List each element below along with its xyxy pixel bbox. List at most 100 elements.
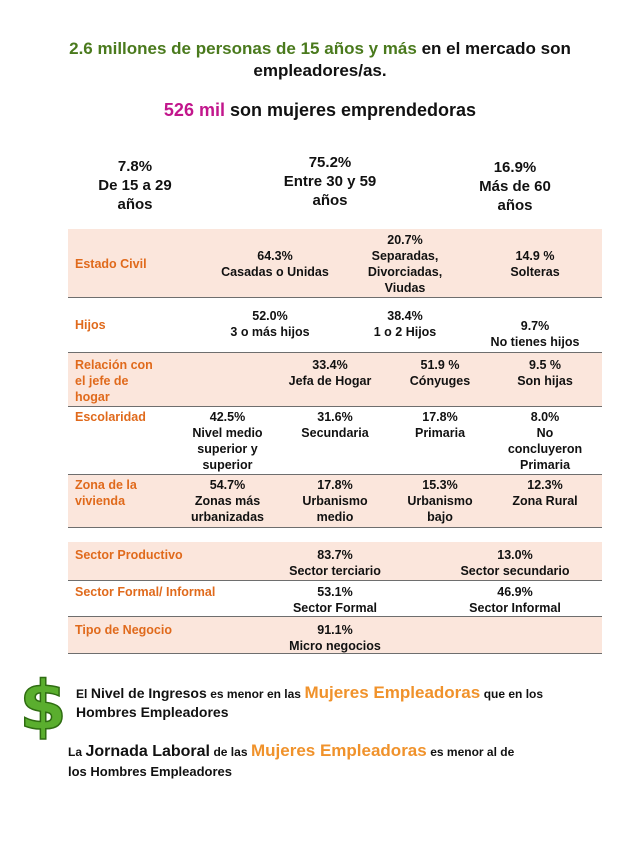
cell-1-2-hijos: 38.4% 1 o 2 Hijos bbox=[350, 308, 460, 340]
cell-text: Sector secundario bbox=[460, 564, 570, 578]
cell-sector-formal: 53.1% Sector Formal bbox=[265, 584, 405, 616]
age-label: años bbox=[497, 197, 533, 214]
cell-conyuges: 51.9 % Cónyuges bbox=[390, 357, 490, 389]
cell-text: Viudas bbox=[384, 281, 426, 295]
cell-text: No tienes hijos bbox=[490, 335, 580, 349]
cell-text: No bbox=[536, 426, 554, 440]
row-label-sector-formal: Sector Formal/ Informal bbox=[75, 585, 216, 599]
cell-zonas-urbanizadas: 54.7% Zonas más urbanizadas bbox=[170, 477, 285, 525]
cell-text: 1 o 2 Hijos bbox=[373, 325, 437, 339]
cell-text: 13.0% bbox=[497, 548, 533, 562]
cell-text: Sector terciario bbox=[289, 564, 381, 578]
divider bbox=[68, 653, 602, 654]
cell-text: bajo bbox=[427, 510, 453, 524]
cell-text: superior bbox=[202, 458, 253, 472]
cell-text: 17.8% bbox=[422, 410, 458, 424]
cell-text: 20.7% bbox=[387, 233, 423, 247]
cell-text: 42.5% bbox=[209, 410, 246, 424]
cell-text: urbanizadas bbox=[191, 510, 264, 524]
row-band bbox=[68, 229, 602, 297]
cell-primaria: 17.8% Primaria bbox=[390, 409, 490, 441]
cell-text: 31.6% bbox=[317, 410, 353, 424]
divider bbox=[68, 352, 602, 353]
cell-jefa-hogar: 33.4% Jefa de Hogar bbox=[270, 357, 390, 389]
cell-text: Secundaria bbox=[301, 426, 369, 440]
age-label: Más de 60 bbox=[479, 178, 551, 195]
row-band bbox=[68, 353, 602, 406]
women-text: son mujeres emprendedoras bbox=[229, 100, 477, 120]
headline: 2.6 millones de personas de 15 años y má… bbox=[0, 38, 640, 82]
dollar-sign-icon: $ bbox=[19, 667, 68, 741]
note-hours: La Jornada Laboral de las Mujeres Emplea… bbox=[68, 741, 515, 779]
cell-text: Cónyuges bbox=[409, 374, 471, 388]
cell-text: 33.4% bbox=[312, 358, 348, 372]
cell-zona-rural: 12.3% Zona Rural bbox=[495, 477, 595, 509]
cell-text: medio bbox=[316, 510, 354, 524]
cell-sector-informal: 46.9% Sector Informal bbox=[440, 584, 590, 616]
cell-text: Casadas o Unidas bbox=[221, 265, 329, 279]
women-count: 526 mil bbox=[163, 100, 225, 120]
cell-sector-terciario: 83.7% Sector terciario bbox=[265, 547, 405, 579]
divider bbox=[68, 527, 602, 528]
divider bbox=[68, 616, 602, 617]
divider bbox=[68, 406, 602, 407]
cell-sector-secundario: 13.0% Sector secundario bbox=[440, 547, 590, 579]
row-label-zona: Zona de la vivienda bbox=[75, 478, 137, 508]
cell-text: Sector Informal bbox=[469, 601, 561, 615]
cell-urbanismo-bajo: 15.3% Urbanismo bajo bbox=[390, 477, 490, 525]
cell-text: Son hijas bbox=[517, 374, 573, 388]
row-band bbox=[68, 542, 602, 580]
cell-text: 38.4% bbox=[387, 309, 423, 323]
row-label-relacion: Relación con el jefe de hogar bbox=[75, 358, 153, 404]
cell-text: Separadas, bbox=[371, 249, 439, 263]
cell-text: 83.7% bbox=[317, 548, 353, 562]
headline-rest: en el mercado son bbox=[421, 39, 571, 58]
cell-text: Zona Rural bbox=[512, 494, 578, 508]
cell-text: Urbanismo bbox=[302, 494, 368, 508]
cell-text: 91.1% bbox=[317, 623, 353, 637]
cell-son-hijas: 9.5 % Son hijas bbox=[495, 357, 595, 389]
svg-text:$: $ bbox=[19, 667, 66, 741]
divider bbox=[68, 580, 602, 581]
cell-text: 53.1% bbox=[317, 585, 353, 599]
row-label-escolaridad: Escolaridad bbox=[75, 410, 146, 424]
age-group-senior: 16.9% Más de 60 años bbox=[450, 158, 580, 215]
row-band bbox=[68, 475, 602, 527]
cell-secundaria: 31.6% Secundaria bbox=[285, 409, 385, 441]
age-pct: 7.8% bbox=[117, 158, 153, 175]
age-label: De 15 a 29 bbox=[98, 177, 172, 194]
cell-text: concluyeron bbox=[507, 442, 583, 456]
age-label: años bbox=[117, 196, 153, 213]
cell-text: 51.9 % bbox=[420, 358, 460, 372]
age-pct: 75.2% bbox=[308, 154, 352, 171]
cell-text: 46.9% bbox=[497, 585, 533, 599]
row-band bbox=[68, 617, 602, 653]
divider bbox=[68, 297, 602, 298]
cell-text: 14.9 % bbox=[515, 249, 555, 263]
cell-text: Sector Formal bbox=[292, 601, 378, 615]
cell-text: Divorciadas, bbox=[367, 265, 443, 279]
cell-text: Urbanismo bbox=[407, 494, 473, 508]
cell-text: 3 o más hijos bbox=[230, 325, 310, 339]
note-income: El Nivel de Ingresos es menor en las Muj… bbox=[76, 683, 544, 721]
cell-nivel-medio: 42.5% Nivel medio superior y superior bbox=[170, 409, 285, 473]
cell-separadas: 20.7% Separadas, Divorciadas, Viudas bbox=[345, 232, 465, 296]
cell-text: 9.5 % bbox=[529, 358, 561, 372]
cell-text: 54.7% bbox=[209, 478, 246, 492]
cell-text: 52.0% bbox=[252, 309, 288, 323]
row-label-estado-civil: Estado Civil bbox=[75, 257, 147, 271]
age-group-young: 7.8% De 15 a 29 años bbox=[80, 157, 190, 214]
cell-text: Primaria bbox=[414, 426, 466, 440]
subheadline: 526 mil son mujeres emprendedoras bbox=[0, 100, 640, 121]
headline-line2: empleadores/as. bbox=[253, 61, 387, 80]
cell-casadas: 64.3% Casadas o Unidas bbox=[195, 248, 355, 280]
row-label-sector-productivo: Sector Productivo bbox=[75, 548, 183, 562]
row-label-hijos: Hijos bbox=[75, 318, 106, 332]
cell-text: 17.8% bbox=[317, 478, 353, 492]
cell-text: 64.3% bbox=[257, 249, 293, 263]
divider bbox=[68, 474, 602, 475]
cell-text: Solteras bbox=[510, 265, 560, 279]
cell-text: Jefa de Hogar bbox=[288, 374, 372, 388]
cell-text: 12.3% bbox=[527, 478, 563, 492]
age-pct: 16.9% bbox=[493, 159, 537, 176]
